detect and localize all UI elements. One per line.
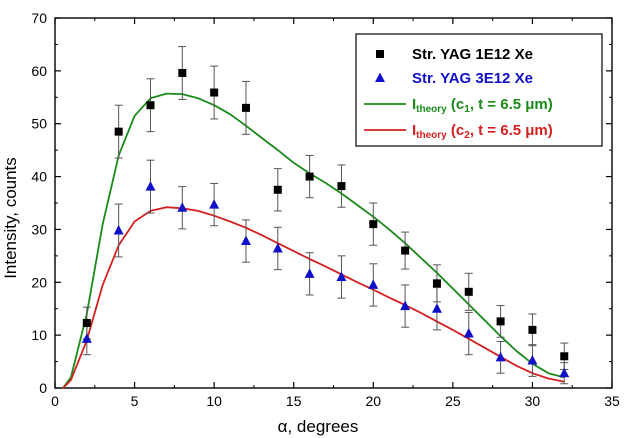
data-point-triangle xyxy=(113,224,124,235)
data-point-triangle xyxy=(463,328,474,338)
data-point-square xyxy=(305,172,314,181)
x-tick-label: 10 xyxy=(206,393,222,409)
x-tick-label: 25 xyxy=(445,393,461,409)
legend-triangle-icon xyxy=(375,72,385,82)
legend: Str. YAG 1E12 Xe Str. YAG 3E12 Xe Itheory … xyxy=(355,33,603,147)
data-point-square xyxy=(464,287,473,296)
x-tick-label: 15 xyxy=(286,393,302,409)
data-point-square xyxy=(146,101,155,110)
y-axis-label: Intensity, counts xyxy=(1,157,20,279)
data-point-triangle xyxy=(272,242,283,253)
data-point-triangle xyxy=(240,235,251,246)
data-point-triangle xyxy=(209,199,220,209)
data-point-square xyxy=(369,220,378,229)
data-point-square xyxy=(401,246,410,255)
data-point-triangle xyxy=(336,271,347,281)
theory-line-2 xyxy=(62,206,565,389)
y-tick-label: 10 xyxy=(31,327,47,343)
data-point-square xyxy=(273,185,282,194)
data-point-triangle xyxy=(559,367,570,378)
x-tick-label: 35 xyxy=(604,393,620,409)
legend-label: Itheory (c1, t = 6.5 μm) xyxy=(412,96,553,115)
legend-box xyxy=(355,33,603,147)
x-tick-label: 0 xyxy=(51,393,59,409)
data-point-triangle xyxy=(304,268,315,278)
legend-label: Itheory (c2, t = 6.5 μm) xyxy=(412,122,553,141)
data-point-square xyxy=(241,103,250,112)
y-tick-label: 70 xyxy=(31,10,47,26)
x-tick-label: 5 xyxy=(131,393,139,409)
data-point-triangle xyxy=(145,181,156,191)
data-point-square xyxy=(210,88,219,97)
y-tick-label: 0 xyxy=(39,380,47,396)
legend-square-icon xyxy=(376,50,384,58)
y-tick-label: 50 xyxy=(31,116,47,132)
data-point-triangle xyxy=(177,202,188,212)
data-point-square xyxy=(337,182,346,191)
x-tick-label: 30 xyxy=(525,393,541,409)
data-point-square xyxy=(82,318,91,327)
data-point-square xyxy=(114,127,123,136)
data-markers xyxy=(81,68,570,378)
y-tick-label: 40 xyxy=(31,169,47,185)
data-point-triangle xyxy=(495,351,506,362)
x-axis-label: α, degrees xyxy=(278,417,359,436)
data-point-square xyxy=(528,325,537,334)
data-point-square xyxy=(560,352,569,361)
data-point-square xyxy=(178,68,187,77)
legend-label: Str. YAG 1E12 Xe xyxy=(412,46,533,63)
y-tick-label: 20 xyxy=(31,274,47,290)
data-point-square xyxy=(496,317,505,326)
data-point-triangle xyxy=(527,355,538,365)
data-point-triangle xyxy=(368,279,379,289)
x-tick-label: 20 xyxy=(365,393,381,409)
ticks: 0 5 10 15 20 25 30 35 0 10 20 30 40 50 60 70 xyxy=(31,10,620,409)
data-point-triangle xyxy=(400,300,411,311)
data-point-triangle xyxy=(81,333,92,343)
y-tick-label: 30 xyxy=(31,221,47,237)
data-point-triangle xyxy=(431,303,442,313)
data-point-square xyxy=(432,279,441,288)
legend-label: Str. YAG 3E12 Xe xyxy=(412,70,533,87)
y-tick-label: 60 xyxy=(31,63,47,79)
